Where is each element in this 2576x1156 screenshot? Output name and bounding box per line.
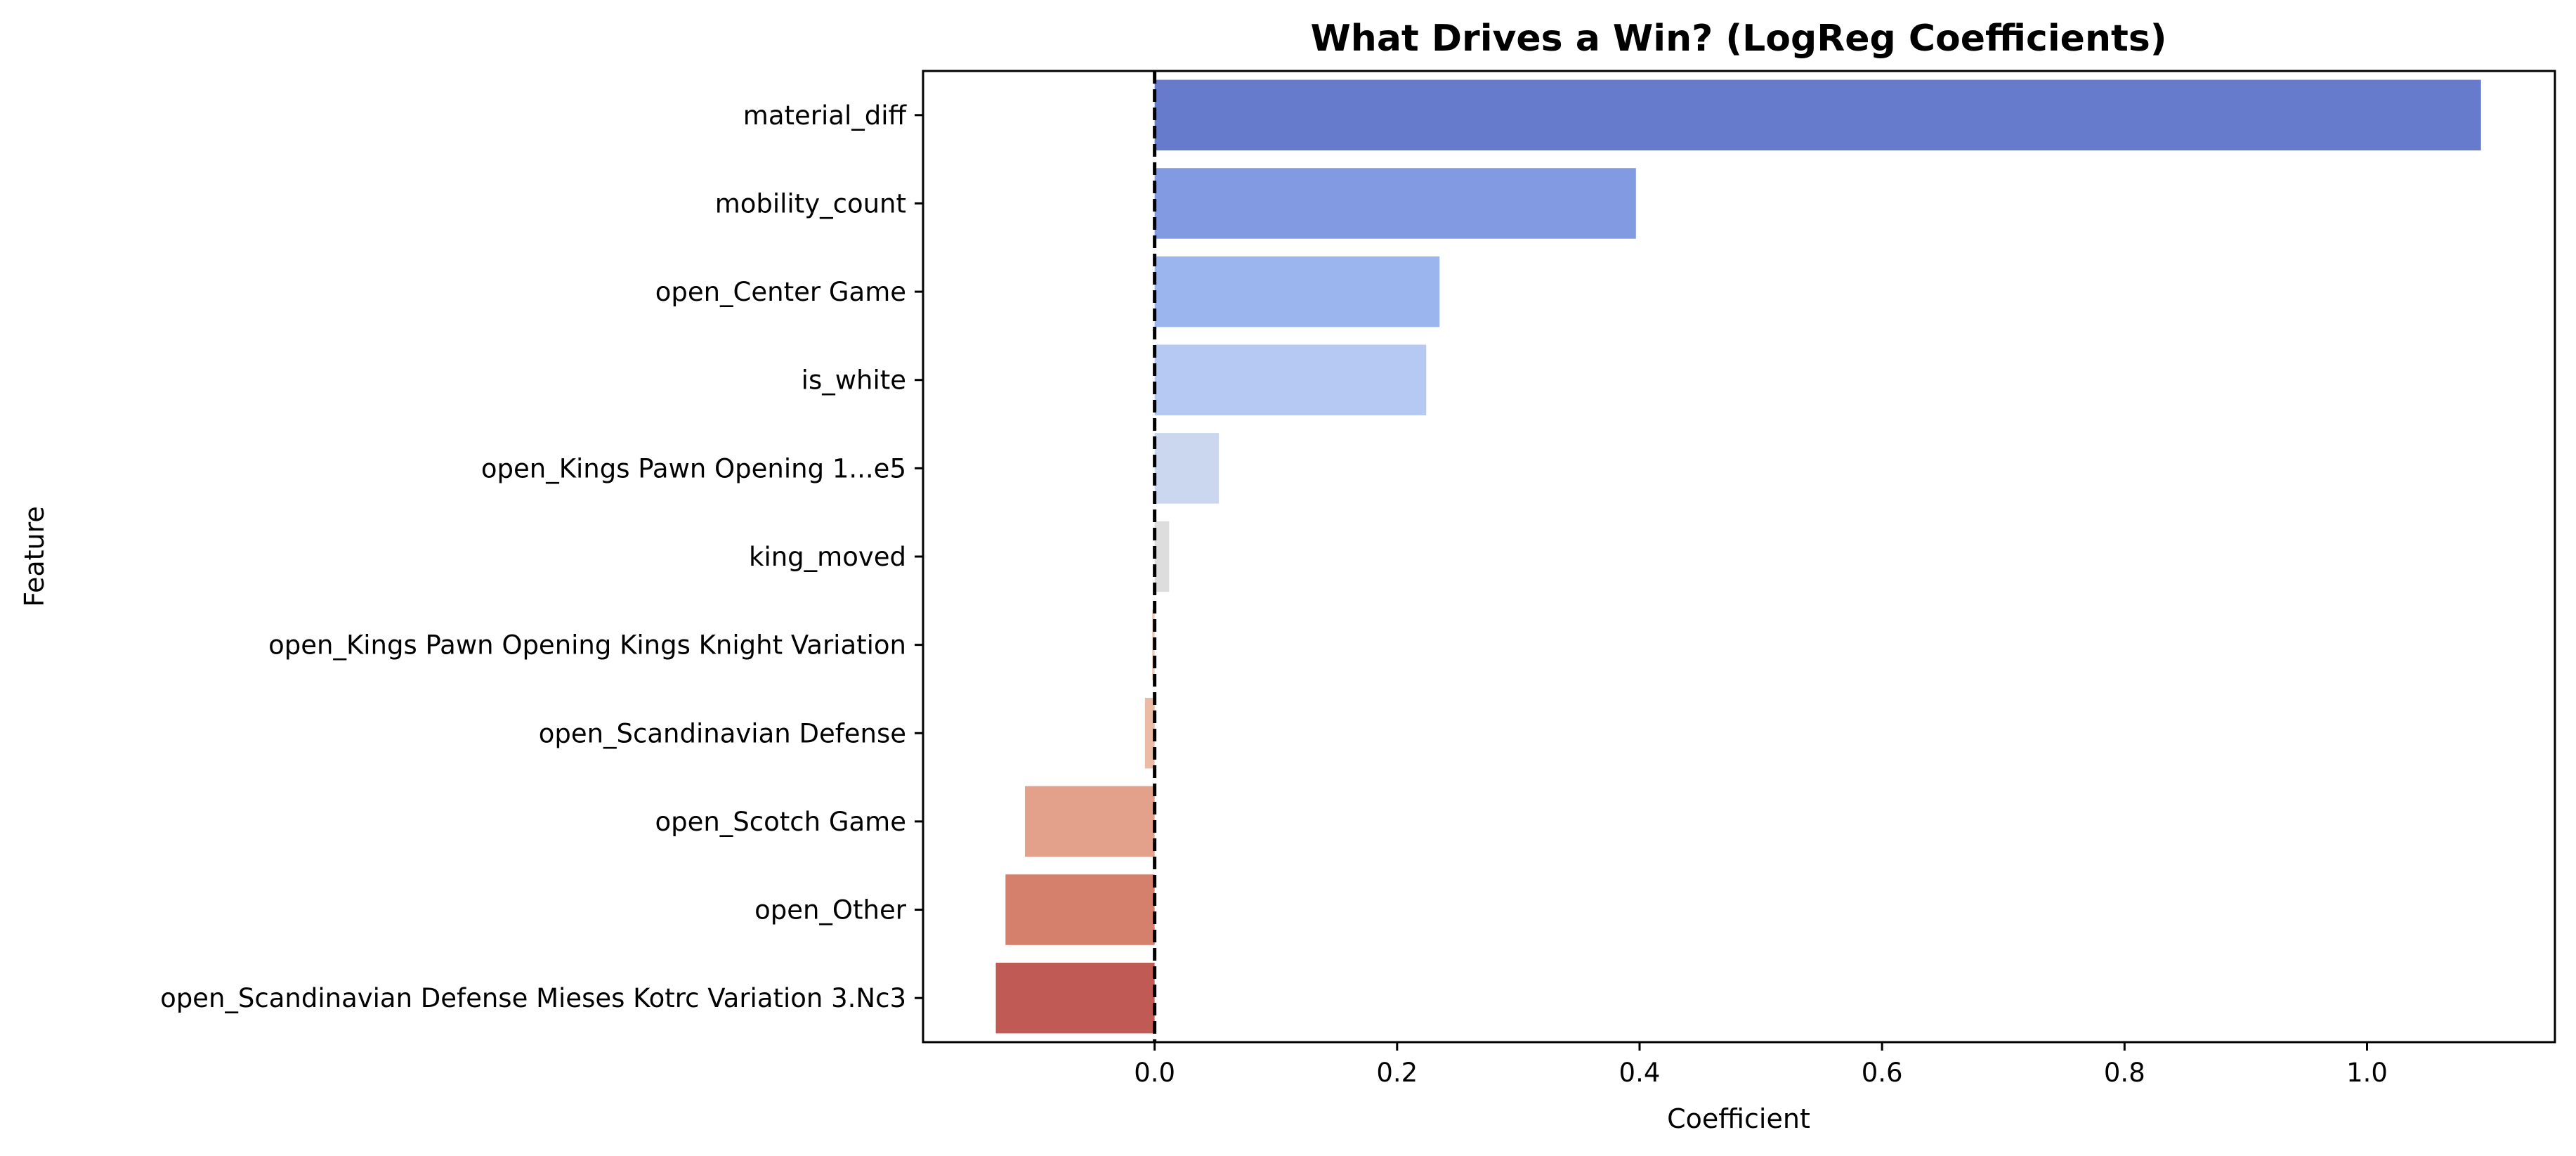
x-tick-label: 0.0 <box>1134 1058 1175 1088</box>
y-tick-label: material_diff <box>743 100 908 131</box>
y-tick-label: is_white <box>802 365 906 396</box>
y-tick-label: open_Scotch Game <box>655 807 906 837</box>
y-tick-label: open_Other <box>754 895 907 926</box>
x-axis-label: Coefficient <box>1667 1103 1810 1134</box>
bar-9 <box>1005 874 1155 945</box>
x-tick-label: 0.6 <box>1862 1058 1903 1088</box>
bar-2 <box>1154 256 1440 327</box>
y-tick-label: open_Center Game <box>655 277 906 307</box>
x-tick-label: 0.8 <box>2104 1058 2145 1088</box>
bar-5 <box>1154 521 1170 592</box>
x-axis-ticks: 0.0 0.2 0.4 0.6 0.8 1.0 <box>1134 1042 2388 1088</box>
y-axis-label: Feature <box>19 506 50 607</box>
bar-1 <box>1154 168 1636 239</box>
y-tick-label: king_moved <box>749 542 906 572</box>
bars <box>995 79 2481 1034</box>
y-tick-label: open_Kings Pawn Opening 1...e5 <box>481 453 906 483</box>
y-tick-label: open_Kings Pawn Opening Kings Knight Var… <box>268 630 906 661</box>
x-tick-label: 0.4 <box>1619 1058 1661 1088</box>
x-tick-label: 0.2 <box>1376 1058 1418 1088</box>
plot-frame <box>922 70 2556 1044</box>
y-tick-label: mobility_count <box>715 188 906 219</box>
bar-0 <box>1154 79 2481 151</box>
bar-3 <box>1154 344 1427 415</box>
bar-8 <box>1024 786 1155 857</box>
y-tick-label: open_Scandinavian Defense Mieses Kotrc V… <box>160 983 906 1013</box>
bar-10 <box>995 962 1155 1034</box>
y-tick-label: open_Scandinavian Defense <box>539 718 906 748</box>
bar-4 <box>1154 433 1220 504</box>
y-axis-ticks: material_diff mobility_count open_Center G… <box>160 100 923 1013</box>
x-tick-label: 1.0 <box>2346 1058 2388 1088</box>
chart-title: What Drives a Win? (LogReg Coefficients) <box>1310 18 2166 60</box>
bar-7 <box>1144 698 1155 769</box>
